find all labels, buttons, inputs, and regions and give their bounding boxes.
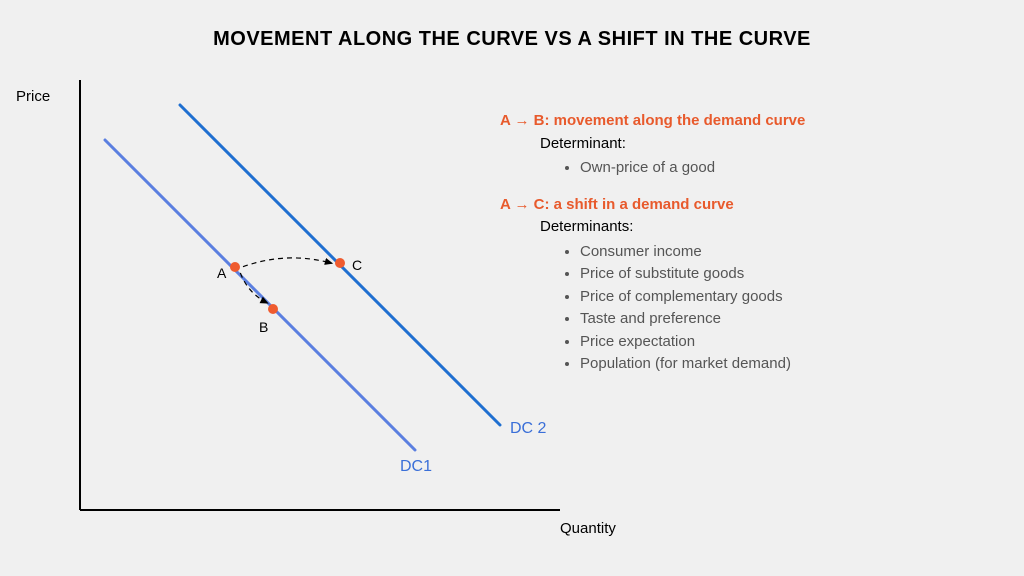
ab-header-suffix: : movement along the demand curve [544,112,805,129]
explanation-panel: A → B: movement along the demand curve D… [500,110,980,390]
list-item: Price of substitute goods [580,263,980,286]
ac-header-suffix: : a shift in a demand curve [544,196,733,213]
curve-label-dc2: DC 2 [510,420,546,438]
curve-label-dc1: DC1 [400,458,432,476]
ac-header: A → C: a shift in a demand curve [500,194,980,217]
list-item: Consumer income [580,241,980,264]
point-label-a: A [217,265,226,281]
ab-header: A → B: movement along the demand curve [500,110,980,133]
ac-sub: Determinants: [540,216,980,239]
ab-sub: Determinant: [540,133,980,156]
point-label-b: B [259,319,268,335]
ab-header-prefix: A → B [500,112,544,129]
list-item: Price expectation [580,331,980,354]
list-item: Own-price of a good [580,157,980,180]
list-item: Price of complementary goods [580,286,980,309]
list-item: Population (for market demand) [580,353,980,376]
list-item: Taste and preference [580,308,980,331]
ab-determinant-list: Own-price of a good [580,157,980,180]
ac-header-prefix: A → C [500,196,544,213]
point-label-c: C [352,257,362,273]
ac-determinant-list: Consumer incomePrice of substitute goods… [580,241,980,376]
